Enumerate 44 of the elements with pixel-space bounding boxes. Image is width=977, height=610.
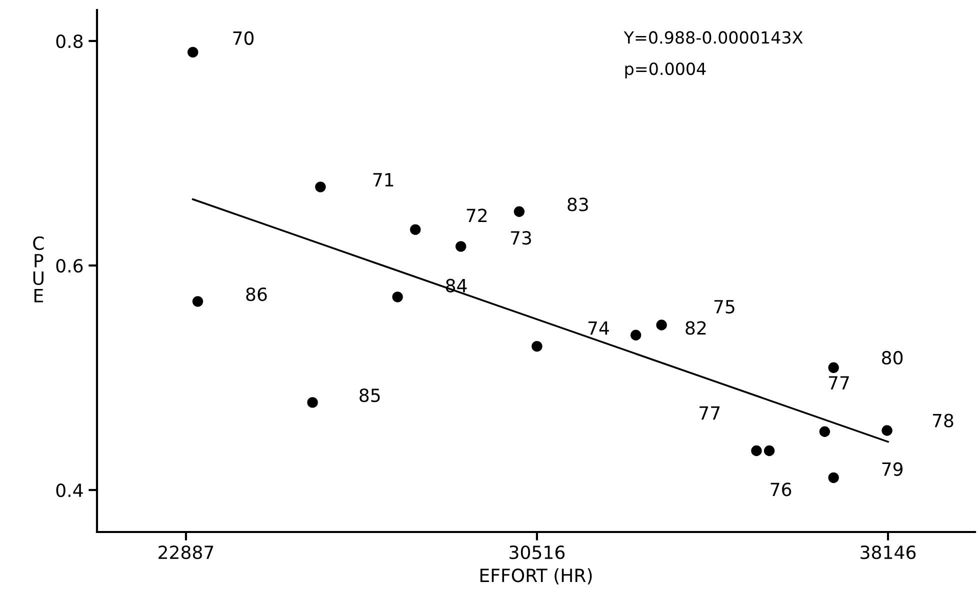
point (456, 241, 466, 252)
annotation: 70 (233, 31, 254, 45)
annotation: 84 (446, 278, 467, 292)
point (315, 182, 326, 192)
annotation: 77 (828, 376, 849, 390)
x-tick-label: 22887 (158, 546, 214, 560)
point (751, 445, 762, 456)
y-tick-label: 0.4 (56, 483, 83, 498)
point (819, 426, 830, 437)
point (514, 206, 525, 217)
annotation: 74 (588, 321, 609, 335)
point (307, 397, 318, 408)
annotation: 72 (466, 208, 487, 222)
x-axis-title: EFFORT (HR) (480, 568, 592, 584)
y-tick-label: 0.6 (56, 258, 83, 273)
point (188, 46, 198, 58)
annotation: p=0.0004 (625, 62, 706, 78)
annotation: 80 (882, 350, 903, 365)
point (656, 320, 667, 330)
point (828, 362, 839, 374)
annotation: Y=0.988-0.0000143X (624, 31, 803, 44)
point (764, 445, 775, 456)
annotation: 76 (770, 482, 792, 496)
x-tick-label: 30516 (510, 546, 565, 560)
point (192, 296, 204, 307)
annotation: 73 (510, 231, 532, 245)
point (828, 472, 839, 484)
annotation: 71 (373, 173, 394, 186)
point (630, 330, 642, 340)
annotation: 77 (700, 406, 720, 420)
annotation: 83 (568, 198, 588, 212)
annotation: 85 (360, 388, 380, 402)
point (532, 340, 542, 352)
point (410, 224, 421, 235)
point (392, 292, 403, 302)
annotation: 86 (246, 287, 267, 302)
annotation: 75 (714, 300, 734, 314)
annotation: 82 (686, 321, 706, 335)
y-tick-label: 0.8 (56, 34, 83, 48)
annotation: 78 (932, 414, 954, 428)
y-axis-title: CPUE (33, 236, 44, 302)
point (882, 425, 892, 436)
annotation: 79 (882, 462, 902, 476)
x-tick-label: 38146 (860, 546, 916, 560)
